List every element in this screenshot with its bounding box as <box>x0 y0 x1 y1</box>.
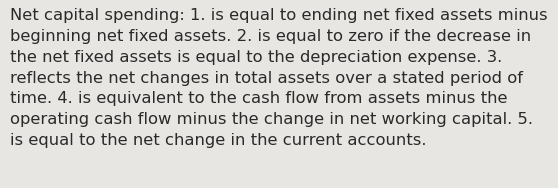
Text: Net capital spending: 1. is equal to ending net fixed assets minus
beginning net: Net capital spending: 1. is equal to end… <box>10 8 547 148</box>
